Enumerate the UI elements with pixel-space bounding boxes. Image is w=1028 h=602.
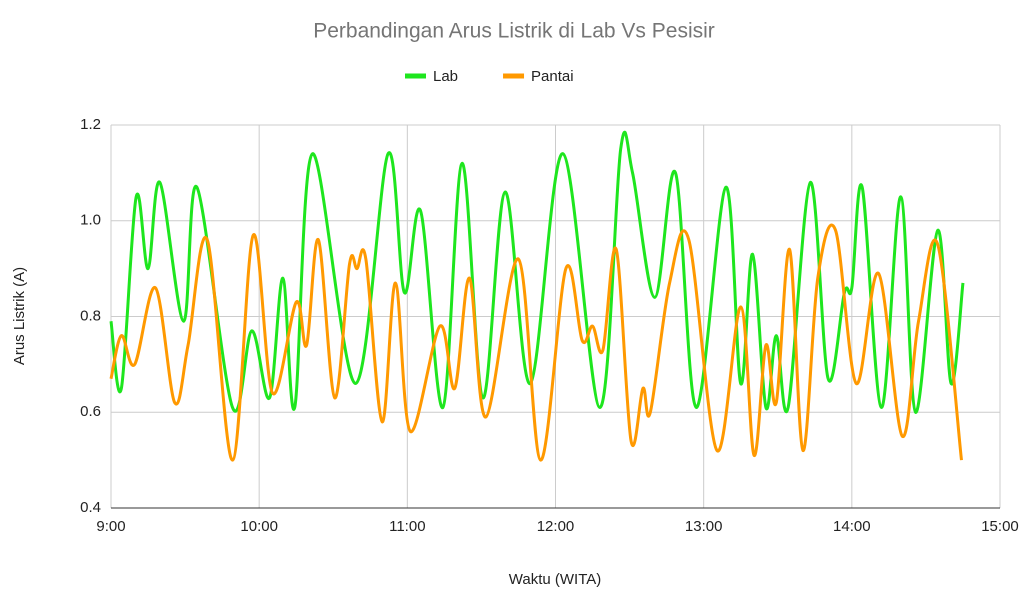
y-tick-label: 1.2 xyxy=(80,116,101,133)
series-line xyxy=(109,130,965,414)
y-tick-label: 0.4 xyxy=(80,499,101,516)
chart-title: Perbandingan Arus Listrik di Lab Vs Pesi… xyxy=(313,20,715,43)
x-tick-label: 11:00 xyxy=(389,518,425,535)
legend-label: Lab xyxy=(433,68,458,85)
x-tick-label: 12:00 xyxy=(537,518,575,535)
x-tick-label: 10:00 xyxy=(240,518,278,535)
y-tick-label: 0.6 xyxy=(80,403,101,420)
legend-label: Pantai xyxy=(531,68,574,85)
x-tick-label: 14:00 xyxy=(833,518,871,535)
x-axis-label: Waktu (WITA) xyxy=(509,571,602,588)
x-tick-label: 15:00 xyxy=(981,518,1019,535)
x-tick-label: 13:00 xyxy=(685,518,723,535)
y-tick-label: 1.0 xyxy=(80,212,101,229)
y-axis-label: Arus Listrik (A) xyxy=(11,267,28,365)
series-line xyxy=(109,223,963,462)
x-tick-label: 9:00 xyxy=(96,518,125,535)
y-tick-label: 0.8 xyxy=(80,307,101,324)
